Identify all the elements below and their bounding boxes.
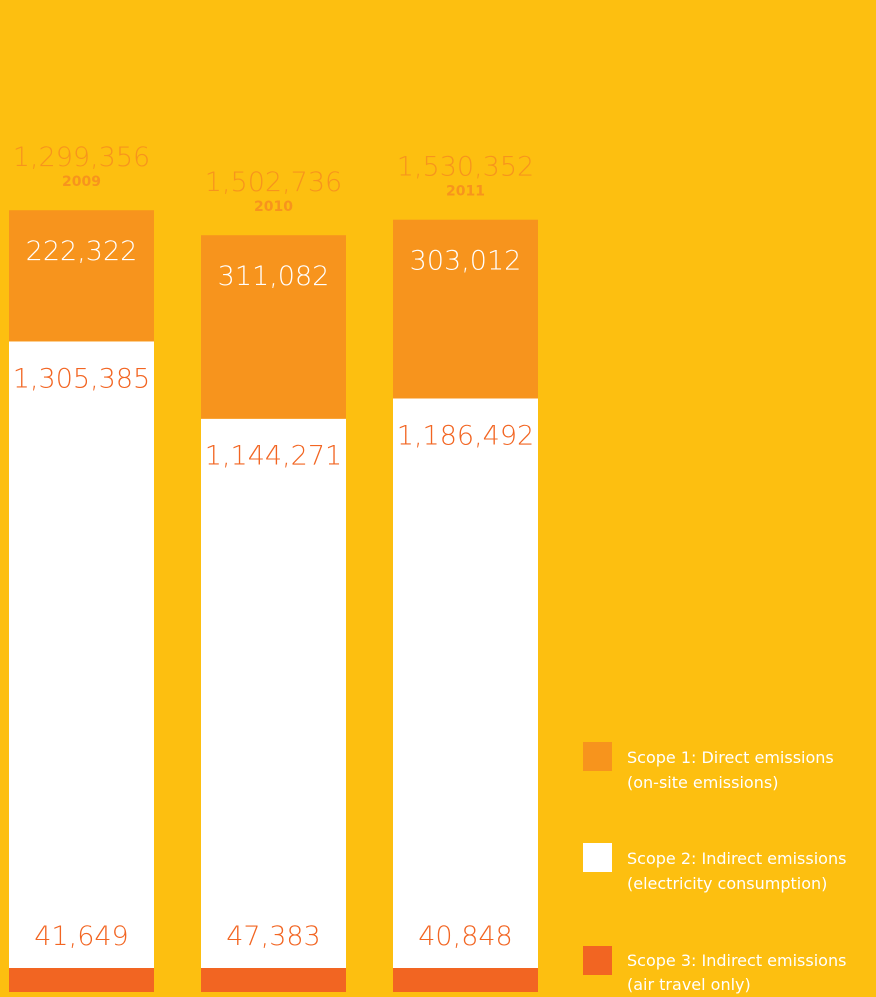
bar-scope2-2010 (201, 418, 346, 969)
bar-scope1-2011 (393, 219, 538, 399)
bar-scope3-2009 (9, 968, 154, 992)
legend-scope3-line2: (air travel only) (627, 975, 751, 994)
year-label-2010: 2010 (254, 199, 293, 215)
legend-scope1-line1: Scope 1: Direct emissions (627, 748, 834, 767)
total-2009: 1,299,356 (13, 142, 150, 173)
label-scope2-2009: 1,305,385 (13, 363, 150, 394)
label-scope1-2009: 222,322 (26, 236, 138, 267)
legend-scope1-line2: (on-site emissions) (627, 773, 778, 792)
legend-scope2-line1: Scope 2: Indirect emissions (627, 849, 846, 868)
legend: Scope 1: Direct emissions (on-site emiss… (583, 742, 846, 994)
label-scope1-2010: 311,082 (218, 261, 330, 292)
legend-scope2-line2: (electricity consumption) (627, 874, 827, 893)
bar-scope2-2011 (393, 398, 538, 968)
label-scope3-2011: 40,848 (418, 921, 512, 952)
bars (9, 210, 538, 992)
label-scope3-2010: 47,383 (226, 921, 320, 952)
legend-scope3-line1: Scope 3: Indirect emissions (627, 951, 846, 970)
label-scope1-2011: 303,012 (410, 246, 522, 277)
bar-scope1-2009 (9, 210, 154, 342)
bar-scope3-2011 (393, 968, 538, 992)
bar-scope3-2010 (201, 968, 346, 992)
legend-swatch-scope1 (583, 742, 612, 771)
label-scope2-2010: 1,144,271 (205, 441, 342, 472)
year-label-2011: 2011 (446, 184, 485, 200)
year-label-2009: 2009 (62, 174, 101, 190)
legend-swatch-scope3 (583, 946, 612, 975)
label-scope3-2009: 41,649 (34, 921, 128, 952)
bar-scope1-2010 (201, 235, 346, 419)
legend-swatch-scope2 (583, 843, 612, 872)
total-2011: 1,530,352 (397, 152, 534, 183)
label-scope2-2011: 1,186,492 (397, 420, 534, 451)
total-2010: 1,502,736 (205, 167, 342, 198)
bar-scope2-2009 (9, 341, 154, 969)
